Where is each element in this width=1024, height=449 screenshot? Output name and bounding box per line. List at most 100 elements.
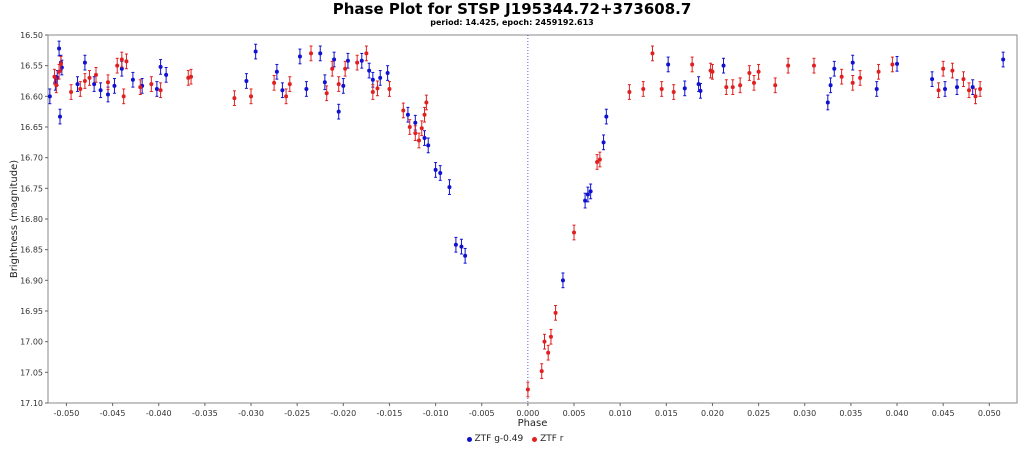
data-point (164, 72, 169, 77)
data-point (119, 57, 124, 62)
data-point (666, 62, 671, 67)
data-point (47, 94, 52, 99)
x-tick-label: 0.015 (655, 409, 678, 418)
data-point (433, 167, 438, 172)
data-point (189, 74, 194, 79)
y-tick-label: 16.75 (20, 184, 43, 193)
legend: ZTF g-0.49 ZTF r (0, 434, 1024, 445)
y-tick-label: 16.85 (20, 246, 43, 255)
y-tick-label: 16.60 (20, 92, 43, 101)
data-point (828, 83, 833, 88)
y-tick-label: 16.90 (20, 276, 43, 285)
x-tick-label: 0.035 (839, 409, 862, 418)
data-point (78, 86, 83, 91)
data-point (825, 100, 830, 105)
data-point (158, 64, 163, 69)
data-point (69, 90, 74, 95)
data-point (572, 230, 577, 235)
legend-swatch-g (466, 436, 472, 442)
data-point (463, 253, 468, 258)
data-point (973, 94, 978, 99)
data-point (422, 112, 427, 117)
data-point (87, 75, 92, 80)
data-point (405, 112, 410, 117)
y-tick-label: 17.00 (20, 338, 43, 347)
data-point (304, 86, 309, 91)
data-point (641, 86, 646, 91)
data-point (82, 79, 87, 83)
y-tick-label: 17.05 (20, 368, 43, 377)
data-point (839, 74, 844, 79)
data-point (874, 86, 879, 91)
data-point (244, 79, 249, 83)
data-point (943, 86, 948, 91)
data-point (58, 61, 63, 66)
data-point (453, 242, 458, 247)
data-point (890, 62, 895, 67)
data-point (553, 310, 558, 315)
data-point (955, 85, 960, 90)
x-tick-label: -0.045 (100, 409, 126, 418)
data-point (370, 90, 375, 95)
data-point (588, 189, 593, 194)
legend-label-r: ZTF r (540, 434, 564, 444)
x-tick-label: -0.025 (284, 409, 310, 418)
y-tick-label: 16.55 (20, 62, 43, 71)
data-point (82, 60, 87, 65)
data-point (721, 63, 726, 68)
data-point (232, 96, 237, 101)
data-point (595, 159, 600, 164)
data-point (124, 59, 129, 64)
data-point (138, 85, 143, 90)
data-point (154, 86, 159, 91)
data-point (583, 198, 588, 203)
data-point (75, 82, 80, 87)
x-tick-label: 0.040 (886, 409, 909, 418)
data-point (447, 185, 452, 190)
data-point (941, 66, 946, 71)
y-tick-label: 16.65 (20, 123, 43, 132)
x-tick-label: 0.005 (563, 409, 586, 418)
data-point (115, 63, 120, 68)
data-point (130, 77, 135, 82)
data-point (378, 75, 383, 80)
x-tick-label: 0.030 (793, 409, 816, 418)
data-point (93, 72, 98, 77)
data-point (978, 86, 983, 91)
legend-swatch-r (532, 436, 538, 442)
series-g (47, 40, 1006, 289)
data-point (370, 77, 375, 82)
y-axis-label: Brightness (magnitude) (9, 160, 20, 278)
data-point (112, 83, 117, 88)
data-point (413, 120, 418, 125)
data-point (309, 51, 314, 56)
data-point (375, 86, 380, 91)
data-point (287, 82, 292, 87)
data-point (548, 334, 553, 339)
data-point (359, 58, 364, 63)
data-point (387, 86, 392, 91)
data-point (121, 94, 126, 99)
data-point (119, 66, 124, 71)
data-point (385, 71, 390, 76)
x-tick-label: 0.010 (609, 409, 632, 418)
y-tick-label: 16.50 (20, 31, 43, 40)
data-point (416, 138, 421, 143)
data-point (330, 66, 335, 71)
data-point (426, 143, 431, 148)
data-point (105, 92, 110, 97)
data-point (57, 46, 62, 51)
data-point (747, 71, 752, 76)
data-point (343, 66, 348, 71)
data-point (98, 88, 103, 93)
data-point (253, 49, 258, 54)
data-point (1001, 57, 1006, 62)
data-point (698, 88, 703, 93)
data-point (424, 100, 429, 105)
data-point (422, 136, 427, 141)
data-point (272, 80, 277, 85)
data-point (92, 82, 97, 87)
x-tick-label: -0.040 (146, 409, 172, 418)
data-point (149, 82, 154, 87)
